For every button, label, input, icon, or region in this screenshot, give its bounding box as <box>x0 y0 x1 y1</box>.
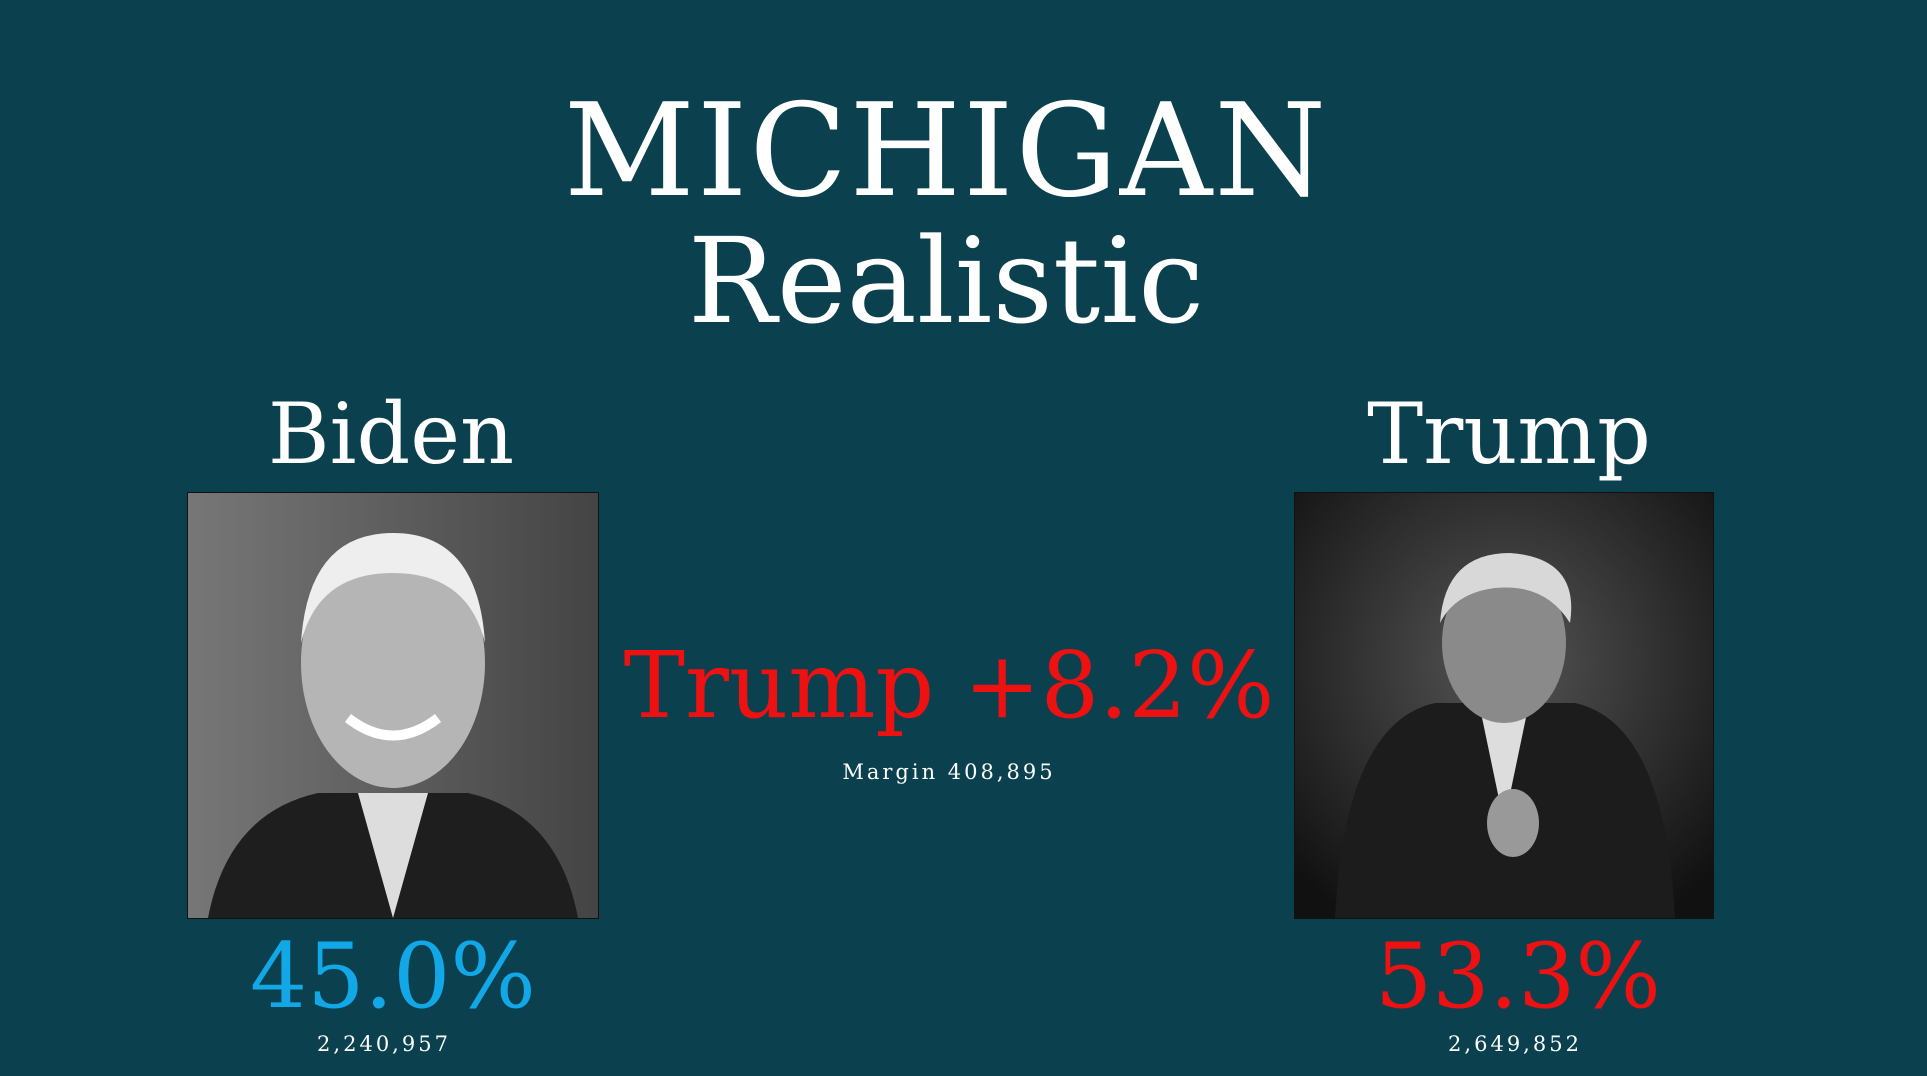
candidate-name: Biden <box>267 385 515 483</box>
subtitle: Realistic <box>687 212 1205 350</box>
candidate-photo <box>1294 492 1714 919</box>
result-margin: Margin 408,895 <box>842 760 1056 784</box>
candidate-name: Trump <box>1367 385 1651 483</box>
candidate-percent: 45.0% <box>250 924 536 1029</box>
candidate-votes: 2,649,852 <box>1448 1032 1582 1056</box>
candidate-photo <box>187 492 599 919</box>
result-headline: Trump +8.2% <box>623 632 1275 739</box>
title: MICHIGAN <box>563 77 1329 226</box>
candidate-percent: 53.3% <box>1375 924 1661 1029</box>
candidate-votes: 2,240,957 <box>317 1032 451 1056</box>
